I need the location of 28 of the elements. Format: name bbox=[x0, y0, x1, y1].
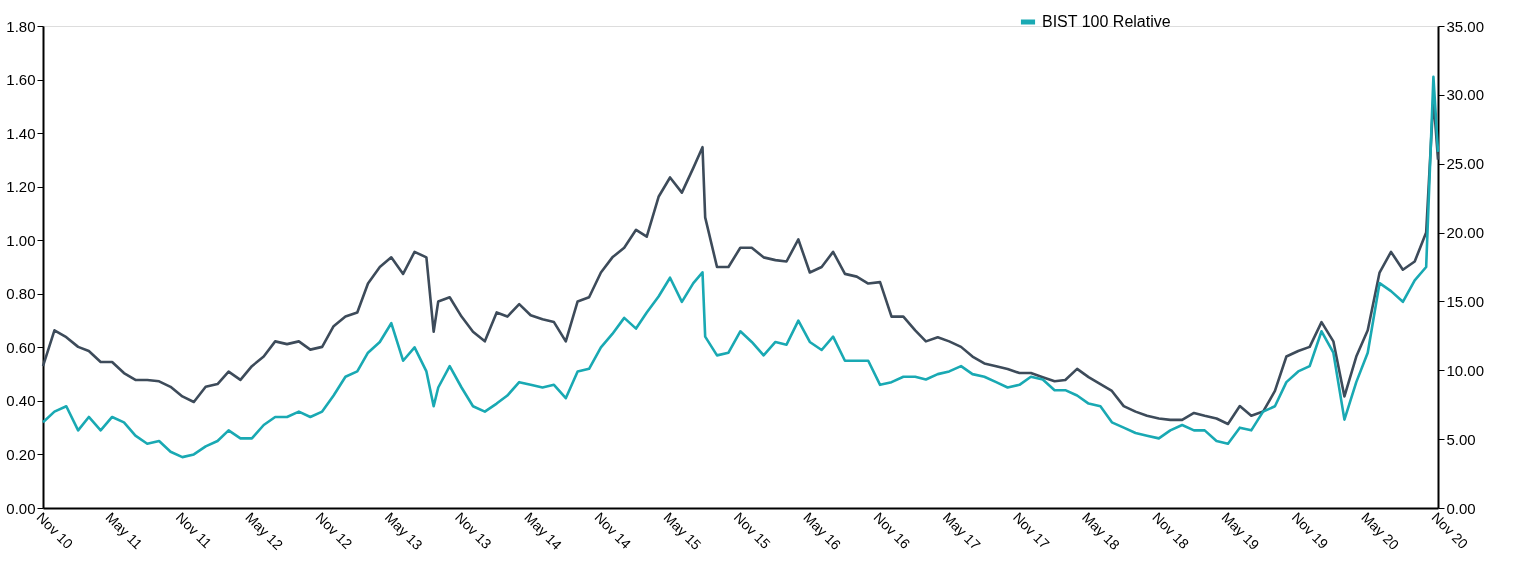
y2-tick-label: 5.00 bbox=[1446, 430, 1476, 448]
y2-tick-label: 15.00 bbox=[1446, 292, 1485, 310]
y-tick-label: 1.60 bbox=[6, 71, 36, 89]
y2-tick-label: 10.00 bbox=[1446, 361, 1485, 379]
y-tick-label: 0.20 bbox=[6, 445, 36, 463]
y2-tick-label: 20.00 bbox=[1446, 224, 1485, 242]
x-tick-label: Nov 13 bbox=[452, 509, 495, 552]
y-tick-label: 1.00 bbox=[6, 231, 36, 249]
x-tick-label: Nov 11 bbox=[172, 509, 216, 552]
y-tick-label: 1.80 bbox=[6, 17, 36, 35]
x-tick-label: Nov 12 bbox=[312, 509, 356, 552]
x-tick-label: Nov 18 bbox=[1149, 509, 1193, 552]
y-tick-label: 0.80 bbox=[6, 285, 36, 303]
y2-tick-label: 0.00 bbox=[1446, 499, 1476, 517]
y-tick-label: 0.40 bbox=[6, 392, 36, 410]
legend-label: BIST 100 Relative bbox=[1042, 13, 1171, 30]
y2-tick-label: 35.00 bbox=[1446, 17, 1485, 35]
y2-tick-label: 25.00 bbox=[1446, 155, 1485, 173]
y-tick-label: 1.20 bbox=[6, 178, 36, 196]
x-tick-label: Nov 16 bbox=[870, 509, 914, 552]
y-tick-label: 1.40 bbox=[6, 124, 36, 142]
x-tick-label: Nov 17 bbox=[1010, 509, 1053, 552]
x-tick-label: Nov 15 bbox=[730, 509, 774, 552]
y-tick-label: 0.60 bbox=[6, 338, 36, 356]
y-tick-label: 0.00 bbox=[6, 499, 36, 517]
x-tick-label: Nov 19 bbox=[1288, 509, 1332, 552]
y2-tick-label: 30.00 bbox=[1446, 86, 1485, 104]
x-tick-label: Nov 14 bbox=[591, 509, 635, 552]
